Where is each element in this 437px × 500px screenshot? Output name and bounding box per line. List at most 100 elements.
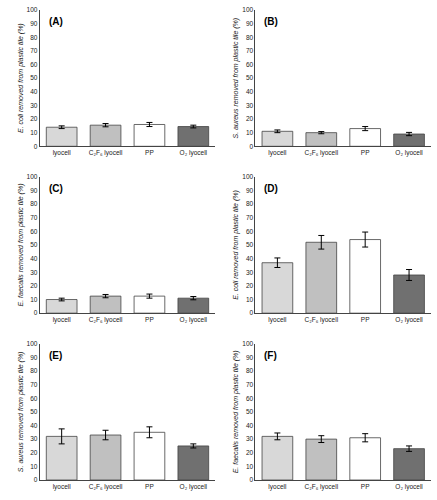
svg-text:100: 100: [242, 173, 253, 180]
svg-text:40: 40: [30, 88, 38, 95]
svg-text:30: 30: [30, 269, 38, 276]
svg-text:(C): (C): [49, 183, 63, 194]
svg-text:70: 70: [30, 381, 38, 388]
svg-text:50: 50: [246, 74, 254, 81]
svg-text:0: 0: [250, 309, 254, 316]
svg-text:(E): (E): [49, 350, 62, 361]
svg-text:90: 90: [30, 354, 38, 361]
svg-text:20: 20: [246, 282, 254, 289]
svg-text:0: 0: [34, 476, 38, 483]
svg-text:40: 40: [246, 422, 254, 429]
svg-text:S. aureus removed from plastic: S. aureus removed from plastic tile (%): [17, 352, 25, 473]
svg-text:E. faecalis removed from plast: E. faecalis removed from plastic tile (%…: [17, 184, 25, 307]
svg-text:10: 10: [30, 296, 38, 303]
svg-text:S. aureus removed from plastic: S. aureus removed from plastic tile (%): [232, 18, 240, 139]
svg-text:PP: PP: [145, 149, 154, 156]
svg-text:30: 30: [30, 102, 38, 109]
svg-text:30: 30: [246, 102, 254, 109]
svg-text:E. faecalis removed from plast: E. faecalis removed from plastic tile (%…: [232, 350, 240, 473]
svg-text:0: 0: [34, 143, 38, 150]
svg-text:C₂F₆ lyocell: C₂F₆ lyocell: [304, 316, 338, 324]
svg-text:70: 70: [30, 214, 38, 221]
svg-text:(D): (D): [264, 183, 278, 194]
svg-text:10: 10: [30, 129, 38, 136]
svg-text:PP: PP: [145, 316, 154, 323]
svg-text:50: 50: [30, 408, 38, 415]
svg-text:0: 0: [250, 143, 254, 150]
svg-text:40: 40: [30, 422, 38, 429]
svg-text:70: 70: [246, 381, 254, 388]
svg-text:60: 60: [246, 394, 254, 401]
svg-text:O₂ lyocell: O₂ lyocell: [180, 316, 208, 324]
svg-text:70: 70: [246, 214, 254, 221]
svg-text:80: 80: [30, 34, 38, 41]
svg-text:10: 10: [246, 296, 254, 303]
svg-text:lyocell: lyocell: [268, 483, 287, 491]
svg-text:50: 50: [246, 408, 254, 415]
svg-text:PP: PP: [145, 483, 154, 490]
svg-text:O₂ lyocell: O₂ lyocell: [180, 149, 208, 157]
svg-text:60: 60: [246, 61, 254, 68]
svg-text:80: 80: [246, 200, 254, 207]
svg-text:20: 20: [246, 115, 254, 122]
svg-text:O₂ lyocell: O₂ lyocell: [395, 149, 423, 157]
svg-text:10: 10: [246, 463, 254, 470]
svg-text:lyocell: lyocell: [53, 316, 72, 324]
svg-text:80: 80: [30, 367, 38, 374]
svg-text:60: 60: [246, 228, 254, 235]
svg-text:C₂F₆ lyocell: C₂F₆ lyocell: [304, 483, 338, 491]
svg-text:PP: PP: [361, 316, 370, 323]
svg-text:10: 10: [246, 129, 254, 136]
svg-text:30: 30: [246, 269, 254, 276]
svg-text:80: 80: [30, 200, 38, 207]
svg-text:20: 20: [30, 282, 38, 289]
svg-text:100: 100: [242, 340, 253, 347]
svg-text:30: 30: [30, 435, 38, 442]
svg-text:C₂F₆ lyocell: C₂F₆ lyocell: [89, 316, 123, 324]
svg-text:90: 90: [30, 187, 38, 194]
svg-text:10: 10: [30, 463, 38, 470]
svg-text:90: 90: [246, 354, 254, 361]
svg-text:100: 100: [27, 6, 38, 13]
svg-text:80: 80: [246, 367, 254, 374]
svg-text:70: 70: [246, 47, 254, 54]
svg-text:50: 50: [30, 74, 38, 81]
svg-text:PP: PP: [361, 149, 370, 156]
svg-text:90: 90: [246, 20, 254, 27]
svg-text:E. coli removed from plastic t: E. coli removed from plastic tile (%): [232, 190, 240, 300]
svg-text:50: 50: [30, 241, 38, 248]
svg-text:80: 80: [246, 34, 254, 41]
svg-text:30: 30: [246, 435, 254, 442]
svg-text:E. coli removed from plastic t: E. coli removed from plastic tile (%): [17, 23, 25, 133]
svg-text:100: 100: [27, 340, 38, 347]
svg-text:lyocell: lyocell: [268, 149, 287, 157]
svg-text:60: 60: [30, 228, 38, 235]
svg-text:40: 40: [246, 88, 254, 95]
svg-text:100: 100: [242, 6, 253, 13]
svg-text:PP: PP: [361, 483, 370, 490]
svg-text:O₂ lyocell: O₂ lyocell: [395, 483, 423, 491]
svg-text:60: 60: [30, 394, 38, 401]
svg-text:0: 0: [34, 309, 38, 316]
svg-text:20: 20: [246, 449, 254, 456]
svg-text:50: 50: [246, 241, 254, 248]
svg-text:100: 100: [27, 173, 38, 180]
svg-text:lyocell: lyocell: [53, 483, 72, 491]
svg-text:lyocell: lyocell: [53, 149, 72, 157]
svg-text:90: 90: [246, 187, 254, 194]
svg-text:C₂F₆ lyocell: C₂F₆ lyocell: [89, 483, 123, 491]
svg-text:40: 40: [246, 255, 254, 262]
svg-text:(A): (A): [49, 16, 63, 27]
svg-text:(F): (F): [264, 350, 277, 361]
svg-text:C₂F₆ lyocell: C₂F₆ lyocell: [304, 149, 338, 157]
svg-text:40: 40: [30, 255, 38, 262]
svg-text:20: 20: [30, 449, 38, 456]
svg-text:O₂ lyocell: O₂ lyocell: [395, 316, 423, 324]
svg-text:C₂F₆ lyocell: C₂F₆ lyocell: [89, 149, 123, 157]
svg-text:0: 0: [250, 476, 254, 483]
svg-text:(B): (B): [264, 16, 278, 27]
svg-text:O₂ lyocell: O₂ lyocell: [180, 483, 208, 491]
svg-text:60: 60: [30, 61, 38, 68]
svg-text:20: 20: [30, 115, 38, 122]
svg-text:90: 90: [30, 20, 38, 27]
